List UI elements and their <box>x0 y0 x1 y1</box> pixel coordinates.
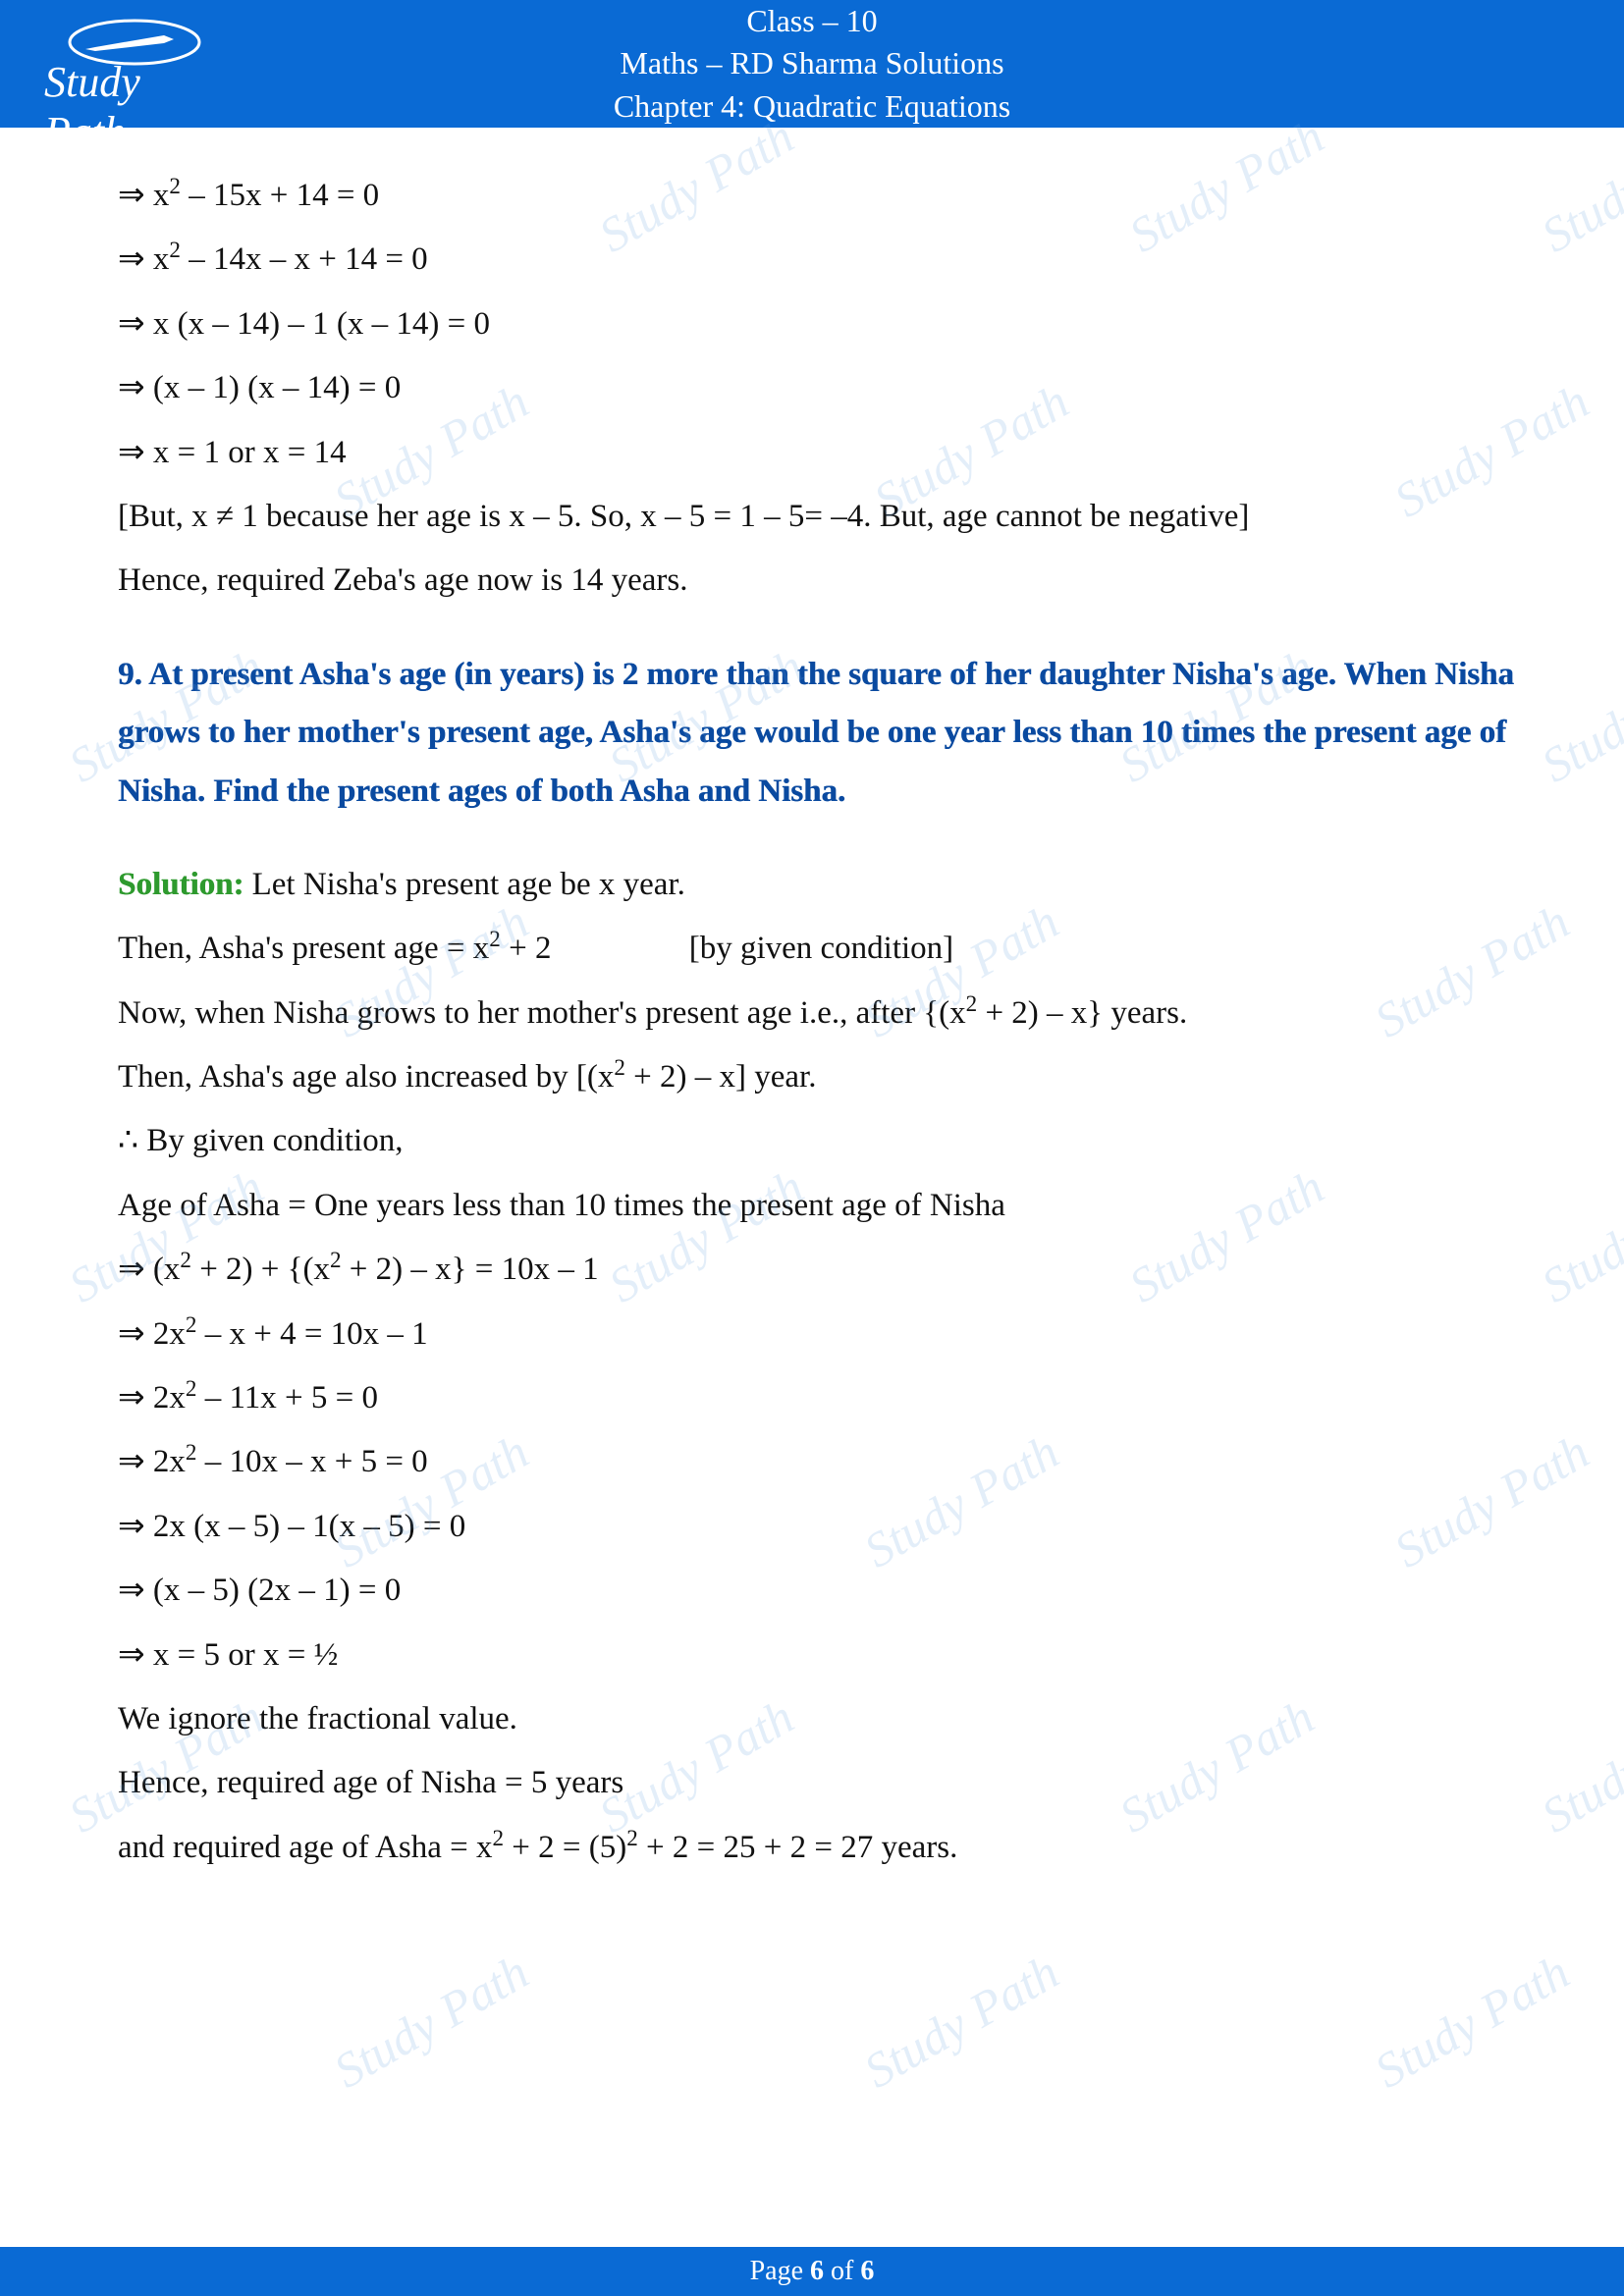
eq-line: ⇒ (x – 1) (x – 14) = 0 <box>118 359 1541 417</box>
conclusion-line: Hence, required Zeba's age now is 14 yea… <box>118 552 1541 610</box>
solution-line: Hence, required age of Nisha = 5 years <box>118 1754 1541 1812</box>
eq-line: ⇒ (x – 5) (2x – 1) = 0 <box>118 1562 1541 1620</box>
eq-line: ⇒ 2x2 – 10x – x + 5 = 0 <box>118 1433 1541 1491</box>
eq-line: ⇒ 2x (x – 5) – 1(x – 5) = 0 <box>118 1498 1541 1556</box>
watermark: Study Path <box>854 1943 1068 2099</box>
solution-line: We ignore the fractional value. <box>118 1690 1541 1748</box>
eq-line: ⇒ x2 – 15x + 14 = 0 <box>118 167 1541 225</box>
eq-line: ⇒ 2x2 – 11x + 5 = 0 <box>118 1369 1541 1427</box>
solution-line: Then, Asha's age also increased by [(x2 … <box>118 1048 1541 1106</box>
eq-line: ⇒ x (x – 14) – 1 (x – 14) = 0 <box>118 295 1541 353</box>
solution-line: Now, when Nisha grows to her mother's pr… <box>118 985 1541 1042</box>
solution-line: Then, Asha's present age = x2 + 2 [by gi… <box>118 920 1541 978</box>
solution-line: ∴ By given condition, <box>118 1112 1541 1170</box>
solution-line: Age of Asha = One years less than 10 tim… <box>118 1177 1541 1235</box>
watermark: Study Path <box>324 1943 538 2099</box>
footer-current: 6 <box>810 2256 824 2286</box>
logo-text: Study Path <box>44 57 231 157</box>
eq-line: ⇒ x2 – 14x – x + 14 = 0 <box>118 231 1541 289</box>
page-header: Study Path Class – 10 Maths – RD Sharma … <box>0 0 1624 128</box>
eq-line: ⇒ 2x2 – x + 4 = 10x – 1 <box>118 1306 1541 1363</box>
solution-label: Solution: <box>118 867 244 902</box>
solution-line: Solution: Let Nisha's present age be x y… <box>118 856 1541 914</box>
logo: Study Path <box>34 10 231 118</box>
note-line: [But, x ≠ 1 because her age is x – 5. So… <box>118 488 1541 546</box>
footer-prefix: Page <box>750 2256 810 2286</box>
eq-line: ⇒ x = 1 or x = 14 <box>118 424 1541 482</box>
subject-line: Maths – RD Sharma Solutions <box>0 42 1624 84</box>
page-content: ⇒ x2 – 15x + 14 = 0 ⇒ x2 – 14x – x + 14 … <box>0 128 1624 1877</box>
eq-line: ⇒ (x2 + 2) + {(x2 + 2) – x} = 10x – 1 <box>118 1241 1541 1299</box>
eq-line: ⇒ x = 5 or x = ½ <box>118 1627 1541 1684</box>
solution-line: and required age of Asha = x2 + 2 = (5)2… <box>118 1819 1541 1877</box>
footer-total: 6 <box>860 2256 874 2286</box>
chapter-line: Chapter 4: Quadratic Equations <box>0 85 1624 128</box>
class-line: Class – 10 <box>0 0 1624 42</box>
question-9: 9. At present Asha's age (in years) is 2… <box>118 646 1541 821</box>
header-titles: Class – 10 Maths – RD Sharma Solutions C… <box>0 0 1624 128</box>
page-footer: Page 6 of 6 <box>0 2247 1624 2296</box>
footer-sep: of <box>824 2256 860 2286</box>
watermark: Study Path <box>1365 1943 1579 2099</box>
